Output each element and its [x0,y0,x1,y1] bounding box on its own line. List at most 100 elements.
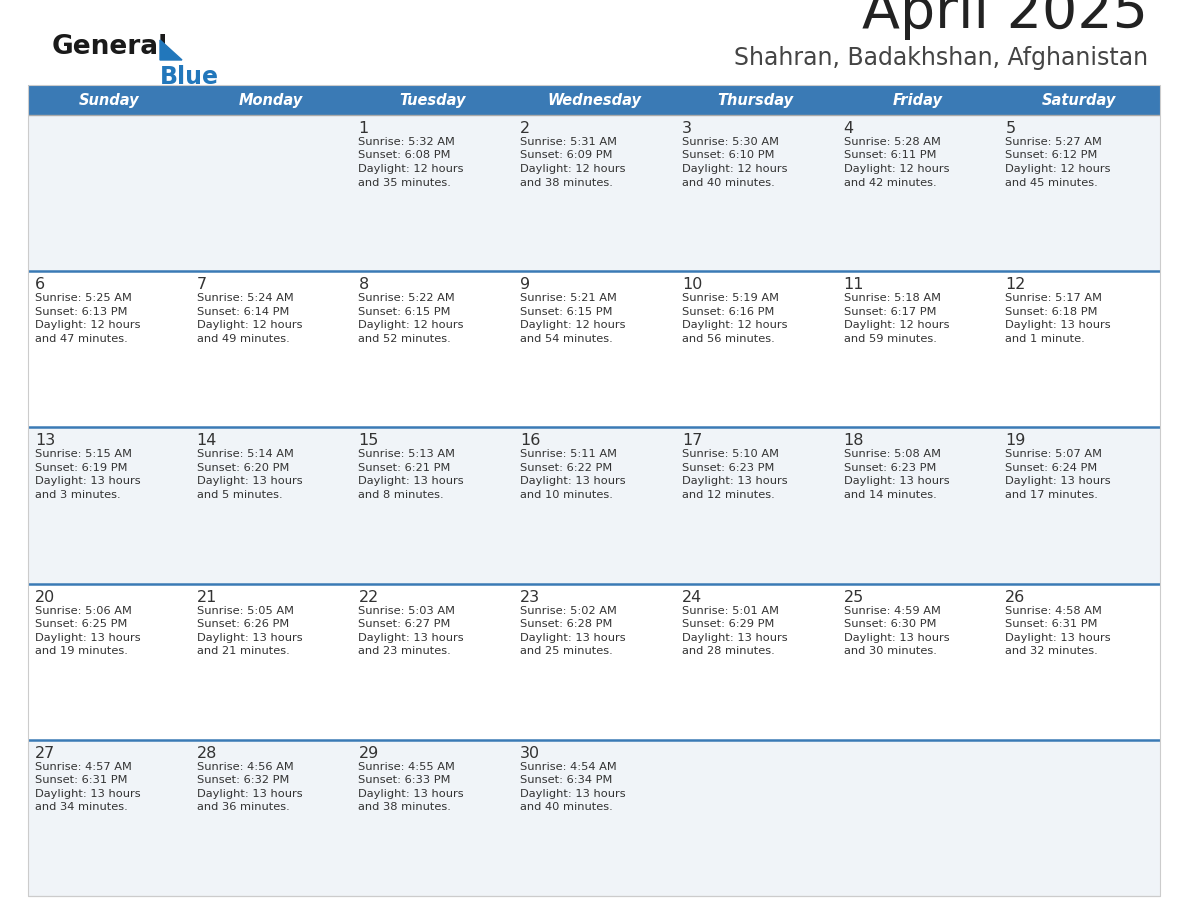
Text: Sunset: 6:30 PM: Sunset: 6:30 PM [843,619,936,629]
Text: Friday: Friday [892,93,942,107]
Text: Daylight: 13 hours: Daylight: 13 hours [682,633,788,643]
Text: and 8 minutes.: and 8 minutes. [359,490,444,500]
Text: and 3 minutes.: and 3 minutes. [34,490,121,500]
Text: Sunrise: 5:02 AM: Sunrise: 5:02 AM [520,606,617,616]
Text: and 28 minutes.: and 28 minutes. [682,646,775,656]
Text: Daylight: 13 hours: Daylight: 13 hours [34,476,140,487]
Text: Sunset: 6:24 PM: Sunset: 6:24 PM [1005,463,1098,473]
Text: Sunset: 6:33 PM: Sunset: 6:33 PM [359,776,451,785]
Text: Daylight: 12 hours: Daylight: 12 hours [1005,164,1111,174]
Text: Sunset: 6:28 PM: Sunset: 6:28 PM [520,619,613,629]
Text: 6: 6 [34,277,45,292]
Text: Sunrise: 4:55 AM: Sunrise: 4:55 AM [359,762,455,772]
Text: Sunrise: 5:32 AM: Sunrise: 5:32 AM [359,137,455,147]
Text: Daylight: 13 hours: Daylight: 13 hours [1005,476,1111,487]
Text: 7: 7 [197,277,207,292]
Text: 29: 29 [359,745,379,761]
Text: and 25 minutes.: and 25 minutes. [520,646,613,656]
Bar [29,271,1159,428]
Text: Daylight: 12 hours: Daylight: 12 hours [520,164,626,174]
Text: Sunset: 6:34 PM: Sunset: 6:34 PM [520,776,613,785]
Text: and 30 minutes.: and 30 minutes. [843,646,936,656]
Text: Daylight: 13 hours: Daylight: 13 hours [197,633,302,643]
Text: Sunset: 6:16 PM: Sunset: 6:16 PM [682,307,775,317]
Text: Saturday: Saturday [1042,93,1117,107]
Text: Blue: Blue [160,65,219,89]
Bar [29,740,1159,896]
Text: Wednesday: Wednesday [546,93,642,107]
Text: and 56 minutes.: and 56 minutes. [682,334,775,343]
Text: Sunday: Sunday [78,93,139,107]
Text: Daylight: 12 hours: Daylight: 12 hours [197,320,302,330]
Text: Sunset: 6:10 PM: Sunset: 6:10 PM [682,151,775,161]
Text: Sunset: 6:13 PM: Sunset: 6:13 PM [34,307,127,317]
Text: Daylight: 12 hours: Daylight: 12 hours [359,164,465,174]
Text: Daylight: 13 hours: Daylight: 13 hours [197,789,302,799]
Bar [29,428,1159,584]
Text: 2: 2 [520,121,530,136]
Text: Daylight: 13 hours: Daylight: 13 hours [197,476,302,487]
Text: Sunset: 6:31 PM: Sunset: 6:31 PM [34,776,127,785]
Text: Sunset: 6:17 PM: Sunset: 6:17 PM [843,307,936,317]
Text: Sunset: 6:15 PM: Sunset: 6:15 PM [520,307,613,317]
Text: 11: 11 [843,277,864,292]
Text: Sunrise: 5:27 AM: Sunrise: 5:27 AM [1005,137,1102,147]
Text: Sunrise: 5:08 AM: Sunrise: 5:08 AM [843,450,941,459]
Text: 25: 25 [843,589,864,605]
Text: and 14 minutes.: and 14 minutes. [843,490,936,500]
Text: and 54 minutes.: and 54 minutes. [520,334,613,343]
Text: Sunset: 6:22 PM: Sunset: 6:22 PM [520,463,612,473]
Text: 13: 13 [34,433,56,448]
Text: Sunrise: 4:57 AM: Sunrise: 4:57 AM [34,762,132,772]
Text: Sunset: 6:26 PM: Sunset: 6:26 PM [197,619,289,629]
Text: and 47 minutes.: and 47 minutes. [34,334,128,343]
Text: General: General [52,34,169,60]
Text: Daylight: 13 hours: Daylight: 13 hours [359,476,465,487]
Text: Thursday: Thursday [718,93,794,107]
Text: Daylight: 13 hours: Daylight: 13 hours [682,476,788,487]
Text: Daylight: 13 hours: Daylight: 13 hours [520,789,626,799]
Text: and 40 minutes.: and 40 minutes. [520,802,613,812]
Text: Daylight: 12 hours: Daylight: 12 hours [682,164,788,174]
Text: 9: 9 [520,277,530,292]
Text: Sunset: 6:23 PM: Sunset: 6:23 PM [682,463,775,473]
Text: Sunrise: 5:14 AM: Sunrise: 5:14 AM [197,450,293,459]
Text: Sunrise: 5:11 AM: Sunrise: 5:11 AM [520,450,617,459]
Polygon shape [160,40,182,60]
Text: 5: 5 [1005,121,1016,136]
Text: and 59 minutes.: and 59 minutes. [843,334,936,343]
Bar [29,115,1159,271]
Text: 20: 20 [34,589,56,605]
Text: Sunset: 6:31 PM: Sunset: 6:31 PM [1005,619,1098,629]
Text: 24: 24 [682,589,702,605]
Text: Daylight: 13 hours: Daylight: 13 hours [359,633,465,643]
Text: Daylight: 13 hours: Daylight: 13 hours [1005,633,1111,643]
Text: Sunrise: 5:10 AM: Sunrise: 5:10 AM [682,450,779,459]
Text: Sunrise: 5:15 AM: Sunrise: 5:15 AM [34,450,132,459]
Text: and 32 minutes.: and 32 minutes. [1005,646,1098,656]
Text: and 12 minutes.: and 12 minutes. [682,490,775,500]
Text: Daylight: 12 hours: Daylight: 12 hours [359,320,465,330]
Text: Sunset: 6:32 PM: Sunset: 6:32 PM [197,776,289,785]
Text: and 36 minutes.: and 36 minutes. [197,802,290,812]
Text: Sunrise: 4:59 AM: Sunrise: 4:59 AM [843,606,941,616]
Bar [29,584,1159,740]
Text: 19: 19 [1005,433,1025,448]
Text: Daylight: 13 hours: Daylight: 13 hours [843,633,949,643]
Text: 17: 17 [682,433,702,448]
Text: 23: 23 [520,589,541,605]
Text: Daylight: 13 hours: Daylight: 13 hours [520,476,626,487]
Text: Sunset: 6:29 PM: Sunset: 6:29 PM [682,619,775,629]
Text: Daylight: 13 hours: Daylight: 13 hours [1005,320,1111,330]
Text: Sunrise: 5:05 AM: Sunrise: 5:05 AM [197,606,293,616]
Text: Daylight: 13 hours: Daylight: 13 hours [520,633,626,643]
Text: Daylight: 13 hours: Daylight: 13 hours [34,633,140,643]
Text: Daylight: 13 hours: Daylight: 13 hours [843,476,949,487]
Text: Sunrise: 5:30 AM: Sunrise: 5:30 AM [682,137,779,147]
Text: Sunrise: 5:22 AM: Sunrise: 5:22 AM [359,293,455,303]
Text: and 10 minutes.: and 10 minutes. [520,490,613,500]
Text: 26: 26 [1005,589,1025,605]
Text: and 17 minutes.: and 17 minutes. [1005,490,1098,500]
Text: Sunset: 6:15 PM: Sunset: 6:15 PM [359,307,451,317]
Text: and 21 minutes.: and 21 minutes. [197,646,290,656]
